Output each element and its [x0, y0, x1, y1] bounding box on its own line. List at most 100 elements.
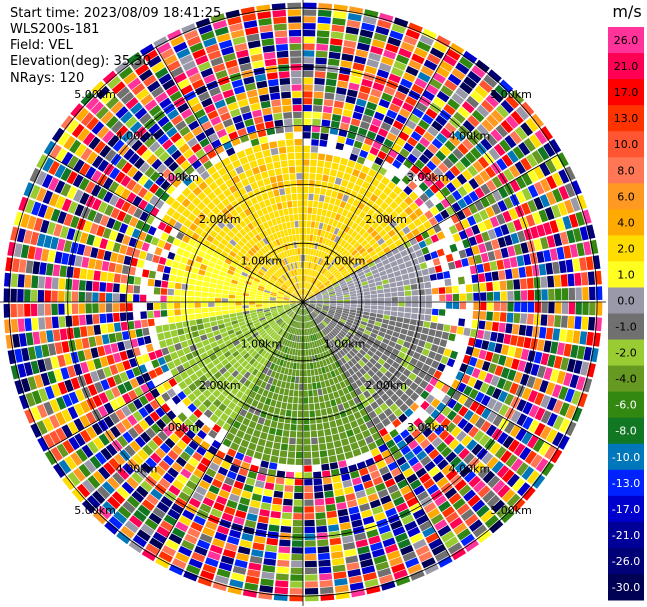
velocity-gate: [336, 263, 343, 270]
velocity-gate: [411, 296, 419, 302]
velocity-gate: [219, 327, 227, 334]
velocity-gate: [292, 305, 298, 310]
velocity-gate: [244, 283, 251, 288]
velocity-gate: [251, 376, 259, 385]
velocity-gate: [411, 428, 422, 439]
velocity-gate: [321, 337, 327, 344]
velocity-gate: [378, 62, 392, 73]
velocity-gate: [303, 289, 305, 296]
velocity-gate: [352, 335, 360, 342]
velocity-gate: [373, 272, 381, 279]
velocity-gate: [402, 226, 411, 235]
velocity-gate: [221, 298, 229, 302]
velocity-gate: [194, 419, 205, 429]
velocity-gate: [347, 282, 355, 287]
velocity-gate: [376, 460, 387, 470]
velocity-gate: [400, 78, 413, 89]
velocity-gate: [388, 242, 397, 251]
velocity-gate: [463, 409, 474, 421]
velocity-gate: [271, 312, 279, 316]
velocity-gate: [483, 74, 498, 88]
velocity-gate: [479, 170, 491, 182]
velocity-gate: [321, 119, 331, 127]
velocity-gate: [507, 369, 517, 381]
velocity-gate: [279, 188, 286, 196]
velocity-gate: [398, 191, 408, 201]
velocity-gate: [543, 340, 552, 353]
velocity-gate: [60, 367, 70, 380]
velocity-gate: [355, 316, 362, 321]
velocity-gate: [344, 102, 355, 111]
velocity-gate: [440, 198, 451, 209]
velocity-gate: [212, 538, 225, 548]
velocity-gate: [307, 214, 312, 221]
velocity-gate: [263, 351, 270, 359]
velocity-gate: [325, 316, 332, 322]
velocity-gate: [51, 290, 58, 302]
velocity-gate: [313, 340, 318, 348]
velocity-gate: [309, 403, 315, 411]
velocity-gate: [31, 390, 42, 405]
velocity-gate: [262, 495, 273, 504]
velocity-gate: [340, 239, 347, 247]
velocity-gate: [333, 315, 340, 320]
velocity-gate: [508, 208, 519, 220]
velocity-gate: [133, 509, 147, 523]
velocity-gate: [182, 397, 192, 407]
velocity-gate: [354, 318, 361, 324]
velocity-gate: [336, 324, 343, 330]
velocity-gate: [297, 349, 301, 356]
velocity-gate: [449, 517, 463, 530]
velocity-gate: [351, 338, 358, 345]
velocity-gate: [223, 350, 232, 358]
velocity-gate: [24, 289, 31, 302]
velocity-gate: [327, 286, 334, 291]
velocity-gate: [425, 308, 432, 315]
velocity-gate: [315, 505, 325, 513]
velocity-gate: [324, 490, 334, 498]
velocity-gate: [14, 348, 23, 363]
velocity-gate: [316, 305, 323, 308]
velocity-gate: [284, 307, 291, 311]
velocity-gate: [280, 313, 287, 318]
velocity-gate: [174, 282, 182, 290]
velocity-gate: [309, 180, 315, 187]
velocity-gate: [185, 564, 201, 576]
velocity-gate: [429, 322, 438, 330]
velocity-gate: [249, 304, 256, 308]
velocity-gate: [361, 281, 369, 286]
velocity-gate: [573, 228, 583, 242]
velocity-gate: [359, 219, 367, 228]
velocity-gate: [348, 82, 360, 91]
velocity-gate: [176, 473, 188, 485]
velocity-gate: [228, 294, 236, 299]
velocity-gate: [48, 343, 57, 356]
velocity-gate: [119, 303, 126, 312]
velocity-gate: [545, 382, 556, 396]
velocity-gate: [58, 290, 65, 302]
velocity-gate: [307, 283, 310, 290]
velocity-gate: [343, 422, 352, 431]
velocity-gate: [512, 146, 525, 160]
velocity-gate: [226, 392, 235, 401]
velocity-gate: [273, 314, 280, 319]
velocity-gate: [476, 124, 489, 137]
velocity-gate: [384, 306, 391, 311]
velocity-gate: [416, 40, 431, 52]
velocity-gate: [108, 262, 116, 273]
velocity-gate: [242, 589, 258, 598]
velocity-gate: [471, 499, 486, 513]
velocity-gate: [355, 193, 364, 202]
velocity-gate: [324, 217, 330, 224]
velocity-gate: [359, 384, 367, 393]
velocity-gate: [275, 350, 281, 358]
velocity-gate: [265, 344, 271, 352]
velocity-gate: [273, 161, 281, 169]
velocity-gate: [505, 323, 513, 334]
velocity-gate: [520, 278, 527, 290]
velocity-gate: [256, 308, 263, 312]
velocity-gate: [503, 168, 515, 182]
velocity-gate: [92, 470, 106, 485]
velocity-gate: [161, 347, 170, 356]
velocity-gate: [515, 190, 526, 204]
